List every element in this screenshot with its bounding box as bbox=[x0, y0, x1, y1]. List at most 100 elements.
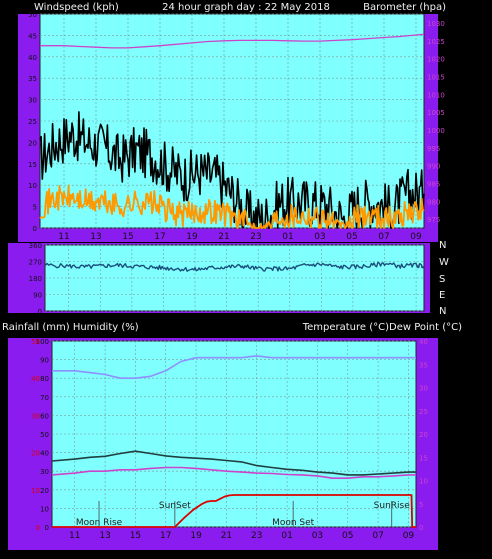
x-tick-label: 23 bbox=[251, 531, 262, 541]
right-tick-label: 1005 bbox=[427, 109, 445, 117]
right-tick-label: 25 bbox=[419, 408, 428, 416]
x-tick-label: 05 bbox=[342, 531, 353, 541]
barometer-axis-title: Barometer (hpa) bbox=[363, 2, 446, 13]
left-tick-label: 90 bbox=[33, 292, 42, 300]
barometer-line bbox=[40, 33, 425, 49]
rain-tick-label: 40 bbox=[31, 375, 40, 383]
left-tick-label: 10 bbox=[28, 182, 37, 190]
left-tick-label: 25 bbox=[28, 118, 37, 126]
compass-s: S bbox=[439, 274, 445, 285]
x-tick-label: 07 bbox=[372, 531, 383, 541]
left-tick-label: 20 bbox=[28, 139, 37, 147]
direction-grid bbox=[45, 244, 424, 312]
right-tick-label: 1030 bbox=[427, 20, 445, 28]
left-tick-label: 90 bbox=[40, 357, 49, 365]
left-tick-label: 50 bbox=[40, 431, 49, 439]
right-tick-label: 1000 bbox=[427, 127, 445, 135]
x-tick-label: 01 bbox=[281, 531, 292, 541]
right-tick-label: 30 bbox=[419, 385, 428, 393]
right-tick-label: 1010 bbox=[427, 91, 445, 99]
x-tick-label: 03 bbox=[312, 531, 323, 541]
humidity-line bbox=[52, 355, 416, 380]
annotation-label: Moon Set bbox=[272, 518, 315, 528]
left-tick-label: 100 bbox=[36, 338, 49, 346]
right-tick-label: 980 bbox=[427, 198, 440, 206]
annotation-label: Moon Rise bbox=[76, 518, 123, 528]
left-tick-label: 0 bbox=[33, 225, 37, 233]
x-tick-label: 11 bbox=[69, 531, 80, 541]
rainfall-line bbox=[52, 494, 416, 528]
temp-tick-labels: 11 13 15 17 19 21 23 01 03 05 07 090102030405060708… bbox=[31, 338, 428, 541]
x-tick-label: 23 bbox=[250, 232, 261, 242]
wind-direction-line bbox=[44, 261, 425, 272]
left-tick-label: 45 bbox=[28, 32, 37, 40]
left-tick-label: 0 bbox=[45, 524, 49, 532]
rain-tick-label: 50 bbox=[31, 338, 40, 346]
wind-average-line bbox=[39, 184, 425, 229]
direction-tick-labels: 0 90 180 270 360 bbox=[29, 242, 42, 316]
rain-tick-label: 30 bbox=[31, 412, 40, 420]
x-tick-label: 01 bbox=[282, 232, 293, 242]
left-tick-label: 10 bbox=[40, 505, 49, 513]
right-tick-label: 990 bbox=[427, 163, 440, 171]
right-tick-label: 1015 bbox=[427, 73, 445, 81]
left-tick-label: 40 bbox=[28, 54, 37, 62]
left-tick-label: 0 bbox=[38, 308, 42, 316]
right-tick-label: 20 bbox=[419, 431, 428, 439]
x-tick-label: 21 bbox=[218, 232, 229, 242]
right-tick-label: 0 bbox=[419, 524, 423, 532]
right-tick-label: 35 bbox=[419, 361, 428, 369]
x-tick-label: 13 bbox=[99, 531, 110, 541]
right-tick-label: 995 bbox=[427, 145, 440, 153]
left-tick-label: 30 bbox=[28, 97, 37, 105]
x-tick-label: 09 bbox=[410, 232, 422, 242]
wind-series-layer bbox=[39, 33, 425, 229]
x-tick-label: 19 bbox=[190, 531, 202, 541]
compass-n-top: N bbox=[439, 240, 446, 251]
right-tick-label: 10 bbox=[419, 478, 428, 486]
rain-tick-label: 20 bbox=[31, 450, 40, 458]
compass-labels: N W S E N bbox=[439, 240, 449, 317]
left-tick-label: 5 bbox=[33, 204, 37, 212]
left-tick-label: 15 bbox=[28, 161, 37, 169]
x-tick-label: 19 bbox=[186, 232, 198, 242]
rain-humidity-axis-title: Rainfall (mm) Humidity (%) bbox=[2, 322, 139, 333]
left-tick-label: 70 bbox=[40, 394, 49, 402]
left-tick-label: 30 bbox=[40, 468, 49, 476]
left-tick-label: 270 bbox=[29, 259, 42, 267]
x-tick-label: 15 bbox=[122, 232, 133, 242]
compass-w: W bbox=[439, 257, 449, 268]
x-tick-label: 07 bbox=[378, 232, 389, 242]
rain-tick-label: 0 bbox=[36, 524, 40, 532]
x-tick-label: 09 bbox=[403, 531, 415, 541]
astro-annotations: Moon Rise SunSet Moon Set SunRise bbox=[76, 501, 410, 528]
x-tick-label: 17 bbox=[154, 232, 165, 242]
direction-series-layer bbox=[44, 261, 425, 272]
temperature-axis-title: Temperature (°C)Dew Point (°C) bbox=[302, 322, 462, 333]
dew-point-line bbox=[51, 466, 416, 480]
left-tick-label: 60 bbox=[40, 412, 49, 420]
right-tick-label: 975 bbox=[427, 216, 440, 224]
right-tick-label: 40 bbox=[419, 338, 428, 346]
left-tick-label: 40 bbox=[40, 450, 49, 458]
compass-e: E bbox=[439, 290, 445, 301]
wind-tick-labels: 11 13 15 17 19 21 23 01 03 05 07 090510152025303540… bbox=[28, 11, 445, 242]
right-tick-label: 1025 bbox=[427, 38, 445, 46]
annotation-label: SunRise bbox=[374, 501, 411, 511]
x-tick-label: 05 bbox=[346, 232, 357, 242]
right-tick-label: 15 bbox=[419, 454, 428, 462]
temperature-line bbox=[51, 450, 416, 476]
left-tick-label: 35 bbox=[28, 75, 37, 83]
right-tick-label: 5 bbox=[419, 501, 423, 509]
x-tick-label: 13 bbox=[90, 232, 101, 242]
windspeed-axis-title: Windspeed (kph) bbox=[34, 2, 119, 13]
left-tick-label: 360 bbox=[29, 242, 42, 250]
left-tick-label: 80 bbox=[40, 375, 49, 383]
x-tick-label: 15 bbox=[130, 531, 141, 541]
x-tick-label: 03 bbox=[314, 232, 325, 242]
x-tick-label: 11 bbox=[58, 232, 69, 242]
temp-series-layer bbox=[51, 355, 416, 528]
x-tick-label: 17 bbox=[160, 531, 171, 541]
annotation-label: SunSet bbox=[159, 501, 191, 511]
